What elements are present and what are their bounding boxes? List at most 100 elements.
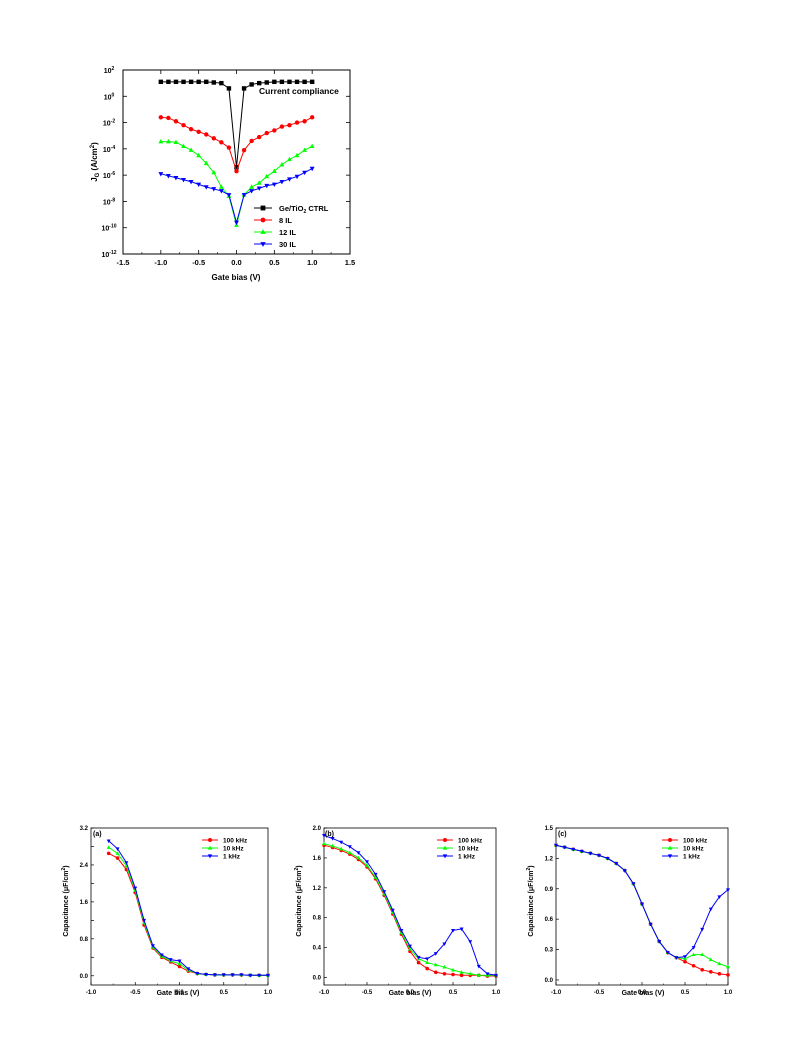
data-point <box>279 161 285 167</box>
data-point <box>241 192 247 197</box>
plot-frame <box>323 827 497 986</box>
series-line <box>108 846 268 976</box>
data-point <box>266 973 270 978</box>
cv-y-axis-label-a: Capacitance (μF/cm2) <box>61 865 70 936</box>
y-tick-label: 10-2 <box>103 119 115 128</box>
cv-y-axis-label-b: Capacitance (μF/cm2) <box>294 865 303 936</box>
data-point <box>571 847 576 851</box>
x-tick-label: 0.5 <box>449 990 458 996</box>
x-tick-label: -0.5 <box>192 258 205 267</box>
data-point <box>133 886 138 891</box>
data-point <box>248 973 253 978</box>
data-point <box>272 128 277 133</box>
data-point <box>294 120 300 125</box>
y-tick-label: 1.2 <box>545 856 554 862</box>
data-point <box>221 973 226 977</box>
data-point <box>597 853 601 857</box>
cv-x-axis-label-b: Gate bias (V) <box>389 990 432 997</box>
legend-marker <box>207 845 213 850</box>
data-point <box>279 179 285 185</box>
data-point <box>249 184 255 189</box>
data-point <box>211 169 217 175</box>
cv-plot-area-b: -1.0 -0.5 0.0 0.5 1.0 0.0 0.4 0.8 1.2 1.6 2.0 <box>313 826 501 996</box>
data-point <box>177 961 182 966</box>
cv-x-axis-label-c: Gate bias (V) <box>622 990 665 997</box>
data-point <box>657 940 662 944</box>
x-tick-label: -0.5 <box>594 990 605 996</box>
data-point <box>459 970 464 974</box>
x-tick-label: -1.5 <box>117 258 130 267</box>
data-point <box>476 964 481 969</box>
data-point <box>106 839 111 844</box>
data-point <box>165 174 171 179</box>
cv-plot-area-a: -1.0 -0.5 0.0 0.5 1.0 0.0 0.8 1.6 2.4 3.2 <box>80 826 273 996</box>
data-point <box>554 843 558 847</box>
y-tick-label: 0.0 <box>313 976 322 982</box>
data-point <box>399 932 404 936</box>
data-point <box>241 147 247 153</box>
data-point <box>382 891 387 896</box>
data-point <box>230 973 235 977</box>
data-point <box>213 973 217 977</box>
series-line <box>323 835 497 976</box>
data-point <box>256 180 262 185</box>
data-point <box>648 922 653 927</box>
data-point <box>356 855 361 860</box>
data-point <box>330 845 335 850</box>
data-point <box>158 115 164 120</box>
data-point <box>442 971 447 976</box>
data-point <box>468 940 473 944</box>
data-point <box>459 973 464 978</box>
data-point <box>382 890 387 894</box>
data-point <box>219 140 224 145</box>
data-point <box>294 152 300 158</box>
data-point <box>571 847 575 852</box>
y-tick-label: 2.4 <box>80 863 89 869</box>
data-point <box>451 928 455 933</box>
data-point <box>218 184 224 189</box>
data-point <box>356 857 361 862</box>
legend-marker <box>260 205 266 211</box>
data-point <box>477 973 481 978</box>
data-point <box>257 973 262 978</box>
data-point <box>622 869 627 873</box>
data-point <box>196 129 201 134</box>
data-point <box>257 973 262 977</box>
y-tick-label: 2.0 <box>313 826 322 832</box>
data-point <box>294 79 300 85</box>
data-point <box>234 220 239 226</box>
data-point <box>181 177 186 183</box>
panel-label-a: (a) <box>93 831 102 838</box>
data-point <box>211 80 216 85</box>
data-point <box>623 868 627 873</box>
y-tick-label: 10-6 <box>103 171 115 180</box>
data-point <box>408 949 412 954</box>
data-point <box>665 950 670 955</box>
data-point <box>657 939 661 944</box>
legend-label: 10 kHz <box>223 846 244 853</box>
data-point <box>204 972 209 977</box>
data-point <box>476 973 481 977</box>
data-point <box>188 147 194 152</box>
data-point <box>256 186 262 191</box>
series-line <box>555 844 729 959</box>
data-point <box>115 847 120 851</box>
data-point <box>683 959 687 964</box>
series-line <box>323 843 496 976</box>
data-point <box>287 156 292 162</box>
data-point <box>605 856 610 861</box>
data-point <box>309 143 315 148</box>
y-tick-label: 3.2 <box>80 826 89 832</box>
data-point <box>226 86 232 91</box>
data-point <box>266 973 270 977</box>
data-point <box>691 946 696 950</box>
data-point <box>287 177 292 182</box>
data-point <box>204 132 209 137</box>
x-tick-label: 1.0 <box>492 990 501 996</box>
data-point <box>212 972 217 977</box>
data-point <box>159 953 164 958</box>
